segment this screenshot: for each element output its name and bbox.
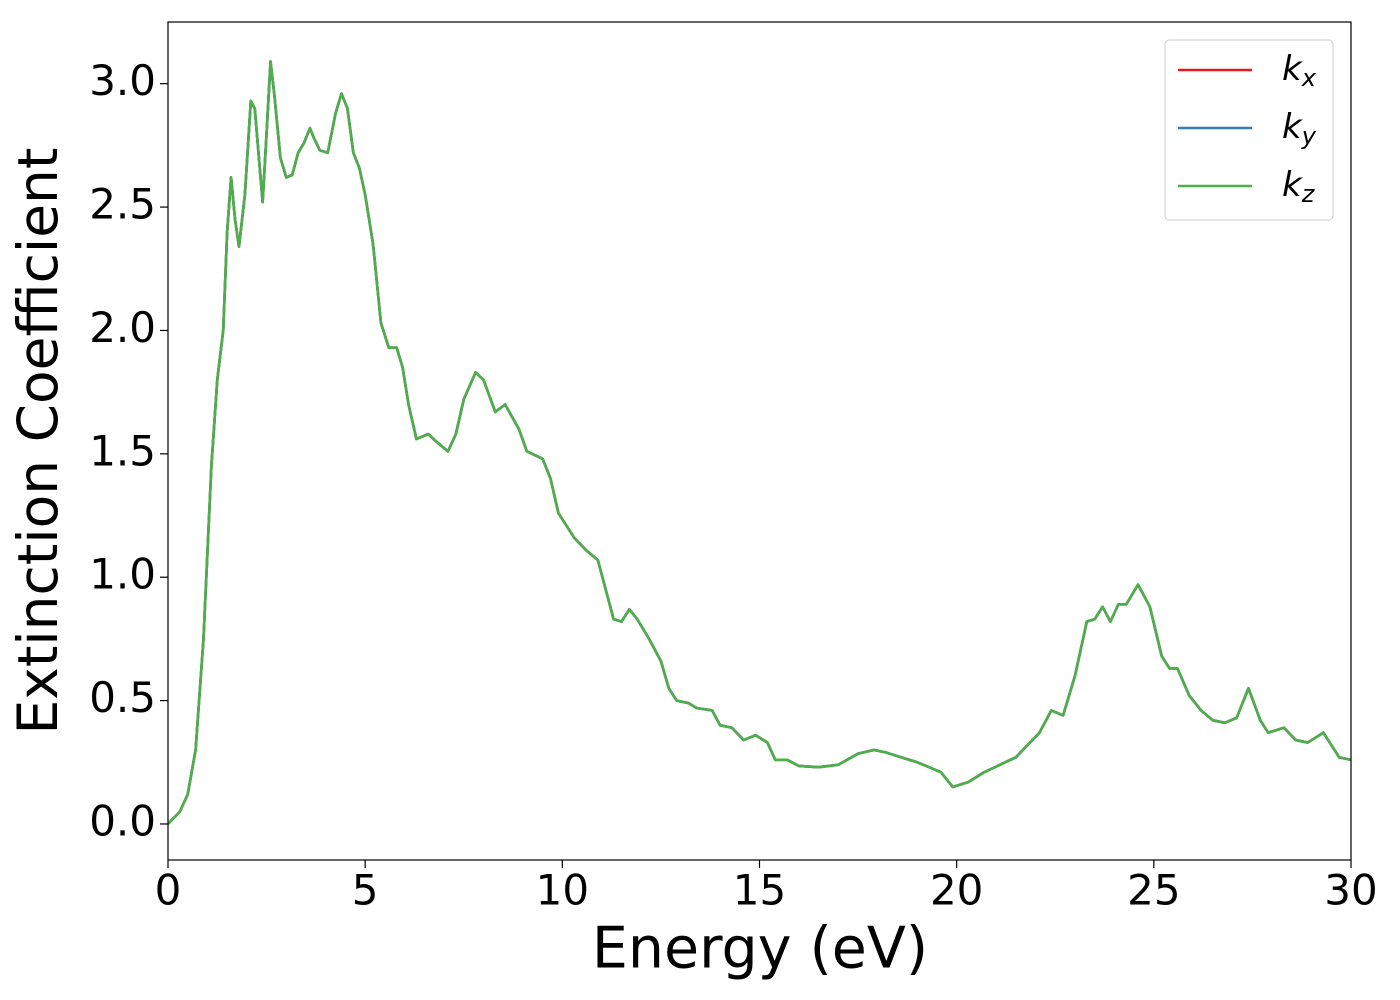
legend-label: kx bbox=[1282, 49, 1317, 93]
x-tick-label: 30 bbox=[1324, 866, 1377, 915]
plot-area bbox=[168, 60, 1351, 825]
legend-box bbox=[1164, 39, 1334, 221]
x-tick-label: 5 bbox=[352, 866, 379, 915]
y-tick-label: 1.0 bbox=[89, 550, 156, 599]
x-tick-label: 25 bbox=[1127, 866, 1180, 915]
y-axis-label: Extinction Coefficient bbox=[6, 148, 70, 735]
legend-label: kz bbox=[1282, 165, 1316, 209]
x-tick-label: 20 bbox=[930, 866, 983, 915]
series-line bbox=[168, 60, 1351, 825]
x-tick-label: 15 bbox=[733, 866, 786, 915]
y-tick-label: 2.0 bbox=[89, 303, 156, 352]
x-tick-label: 0 bbox=[155, 866, 182, 915]
y-tick-label: 3.0 bbox=[89, 56, 156, 105]
y-tick-label: 0.0 bbox=[89, 796, 156, 845]
x-tick-label: 10 bbox=[536, 866, 589, 915]
legend-label: ky bbox=[1282, 107, 1317, 151]
y-tick-label: 1.5 bbox=[89, 426, 156, 475]
y-tick-label: 2.5 bbox=[89, 180, 156, 229]
x-axis-label: Energy (eV) bbox=[592, 916, 928, 982]
y-tick-label: 0.5 bbox=[89, 673, 156, 722]
